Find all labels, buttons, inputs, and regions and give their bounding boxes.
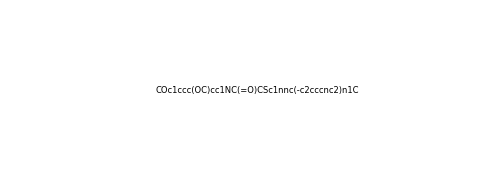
- Text: COc1ccc(OC)cc1NC(=O)CSc1nnc(-c2cccnc2)n1C: COc1ccc(OC)cc1NC(=O)CSc1nnc(-c2cccnc2)n1…: [155, 86, 358, 95]
